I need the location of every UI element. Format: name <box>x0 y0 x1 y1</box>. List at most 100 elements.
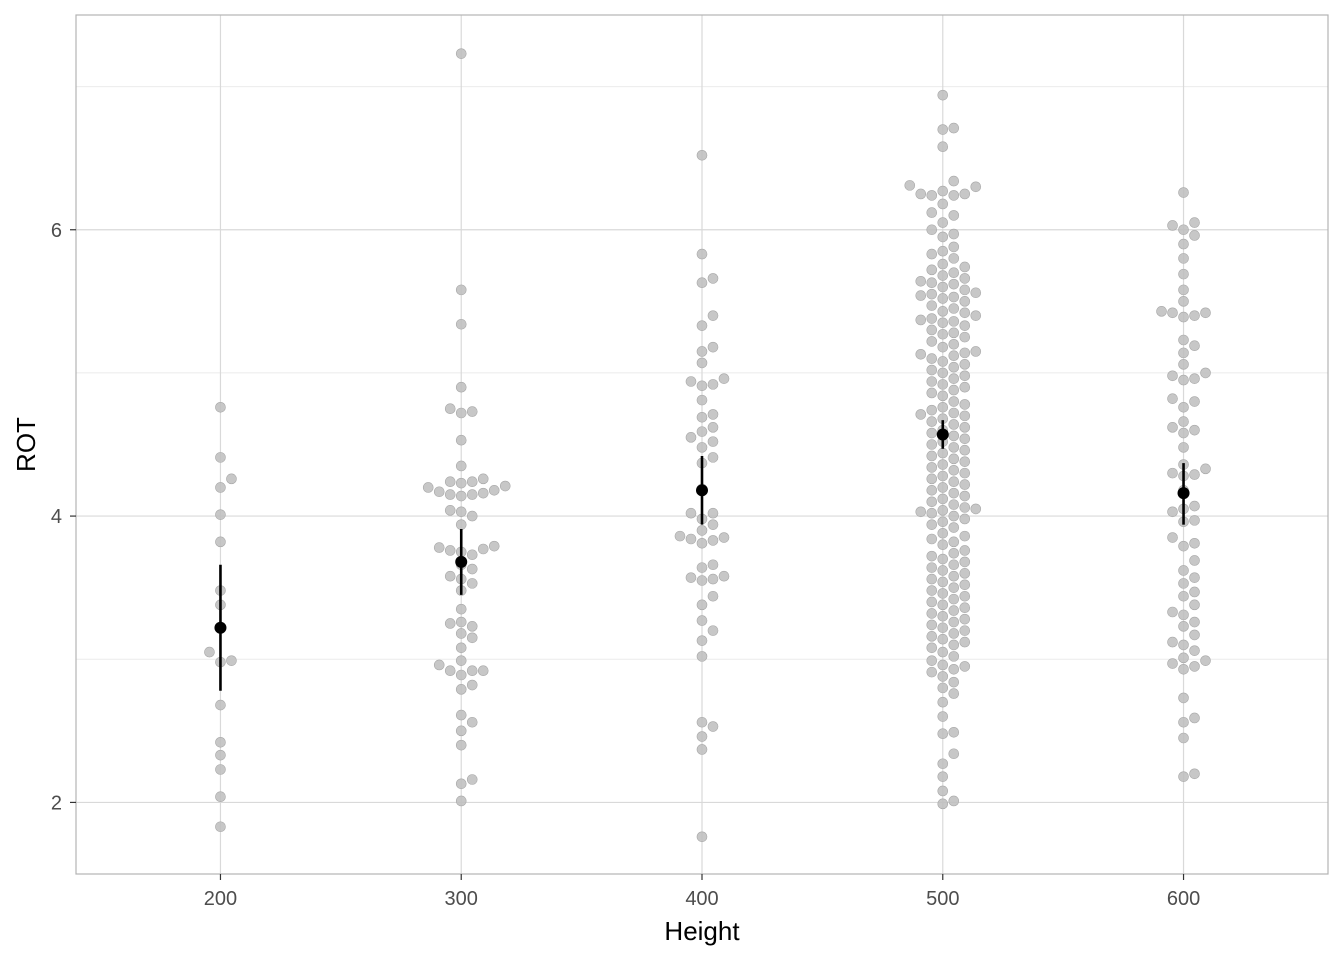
data-point <box>696 320 708 331</box>
data-point <box>707 625 719 636</box>
data-point <box>926 404 938 416</box>
data-point <box>959 347 971 359</box>
data-point <box>215 791 226 802</box>
data-point <box>1167 606 1178 618</box>
data-point <box>937 390 949 402</box>
data-point <box>455 655 467 666</box>
data-point <box>1178 359 1189 370</box>
data-point <box>937 610 949 622</box>
data-point <box>707 379 719 390</box>
data-point <box>674 530 686 542</box>
data-point <box>1178 716 1189 728</box>
data-point <box>455 616 467 628</box>
data-point <box>937 306 949 317</box>
data-point <box>455 739 467 751</box>
data-point <box>707 535 719 546</box>
y-tick-label: 4 <box>51 506 62 528</box>
data-point <box>718 373 730 384</box>
data-point <box>1200 463 1211 475</box>
data-point <box>948 407 960 419</box>
data-point <box>455 725 467 737</box>
data-point <box>1189 310 1200 321</box>
data-point <box>937 553 949 565</box>
data-point <box>215 749 226 761</box>
data-point <box>215 736 226 748</box>
data-point <box>466 632 478 644</box>
data-point <box>959 636 971 648</box>
data-point <box>696 716 708 728</box>
data-point <box>959 479 971 490</box>
mean-point <box>214 621 227 634</box>
data-point <box>477 543 489 555</box>
data-point <box>215 482 226 493</box>
data-point <box>948 228 960 240</box>
x-tick-label: 600 <box>1167 888 1200 910</box>
data-point <box>696 537 708 549</box>
data-point <box>1156 306 1167 317</box>
data-point <box>488 485 500 496</box>
data-point <box>1178 590 1189 602</box>
data-point <box>937 659 949 671</box>
data-point <box>959 444 971 456</box>
data-point <box>1178 565 1189 576</box>
data-point <box>455 48 467 59</box>
data-point <box>948 795 960 807</box>
data-point <box>1178 609 1189 621</box>
data-point <box>937 565 949 576</box>
data-point <box>937 258 949 270</box>
data-point <box>959 359 971 370</box>
data-point <box>970 181 982 193</box>
data-point <box>226 655 237 666</box>
data-point <box>959 579 971 591</box>
data-point <box>937 231 949 243</box>
data-point <box>707 590 719 602</box>
data-point <box>926 596 938 608</box>
x-tick-label: 400 <box>685 888 718 910</box>
data-point <box>696 615 708 626</box>
data-point <box>937 505 949 516</box>
data-point <box>488 540 500 552</box>
data-point <box>1167 422 1178 433</box>
data-point <box>948 510 960 522</box>
data-point <box>1167 506 1178 518</box>
data-point <box>948 291 960 303</box>
data-point <box>948 582 960 593</box>
data-point <box>937 281 949 293</box>
data-point <box>1178 621 1189 632</box>
data-point <box>959 613 971 625</box>
data-point <box>1178 401 1189 413</box>
data-point <box>926 300 938 311</box>
data-point <box>959 661 971 672</box>
data-point <box>1178 652 1189 664</box>
data-point <box>948 476 960 488</box>
data-point <box>685 572 697 583</box>
data-point <box>948 651 960 662</box>
data-point <box>455 642 467 654</box>
data-point <box>1189 469 1200 480</box>
axis-ticks: 200 300 400 500 600 2 4 6 <box>51 220 1200 910</box>
data-point <box>926 288 938 300</box>
data-point <box>948 267 960 279</box>
data-point <box>937 482 949 493</box>
data-point <box>926 387 938 399</box>
data-point <box>937 785 949 797</box>
data-point <box>1189 340 1200 352</box>
data-point <box>696 380 708 392</box>
data-point <box>926 585 938 596</box>
data-point <box>455 795 467 807</box>
data-point <box>926 655 938 666</box>
data-point <box>1189 555 1200 566</box>
data-point <box>707 436 719 447</box>
data-point <box>937 599 949 611</box>
data-point <box>455 628 467 639</box>
data-point <box>1189 572 1200 583</box>
data-point <box>696 575 708 586</box>
data-point <box>926 496 938 508</box>
data-point <box>1200 655 1211 666</box>
data-point <box>937 185 949 197</box>
data-point <box>477 473 489 485</box>
data-point <box>1189 586 1200 598</box>
data-point <box>455 603 467 615</box>
data-point <box>926 619 938 631</box>
data-point <box>948 278 960 290</box>
